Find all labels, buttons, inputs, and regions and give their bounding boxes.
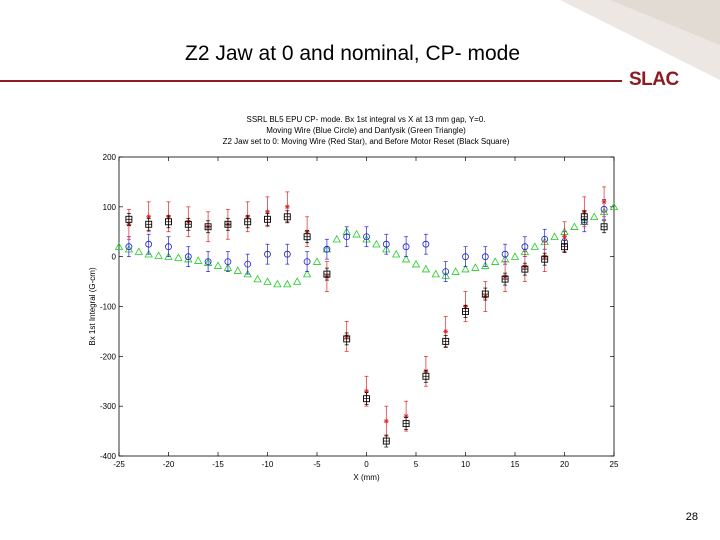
- chart-title-line: SSRL BL5 EPU CP- mode. Bx 1st integral v…: [247, 115, 486, 124]
- data-point-triangle: [302, 269, 312, 278]
- data-point-triangle: [263, 277, 272, 285]
- x-tick-label: 0: [364, 460, 369, 469]
- data-point-circle: [481, 253, 489, 261]
- data-point-triangle: [174, 253, 183, 261]
- x-tick-label: -10: [262, 460, 274, 469]
- data-point-triangle: [461, 264, 470, 273]
- data-point-star: [562, 234, 567, 239]
- data-point-triangle: [421, 264, 431, 273]
- corner-decoration: [560, 0, 720, 80]
- y-axis-label: Bx 1st Integral (G-cm): [88, 267, 97, 346]
- data-point-circle: [363, 233, 370, 241]
- data-point-triangle: [352, 229, 361, 238]
- x-tick-label: 15: [511, 460, 520, 469]
- data-point-circle: [442, 268, 450, 276]
- title-divider: [0, 80, 622, 82]
- y-tick-label: 0: [112, 253, 117, 262]
- chart-title-line: Moving Wire (Blue Circle) and Danfysik (…: [266, 126, 466, 135]
- data-point-triangle: [332, 234, 341, 243]
- data-point-triangle: [401, 254, 411, 263]
- plot-frame: [118, 156, 615, 457]
- x-tick-label: 5: [414, 460, 419, 469]
- data-point-circle: [125, 243, 133, 251]
- x-tick-label: 25: [610, 460, 619, 469]
- data-point-star: [443, 329, 448, 334]
- data-point-circle: [204, 258, 212, 266]
- data-point-circle: [521, 243, 529, 251]
- y-tick-label: -100: [100, 303, 117, 312]
- y-tick-label: 200: [103, 153, 117, 162]
- y-tick-label: -400: [100, 452, 117, 461]
- y-tick-label: 100: [103, 203, 117, 212]
- data-point-star: [384, 419, 389, 424]
- data-point-circle: [343, 233, 351, 241]
- data-point-circle: [165, 243, 172, 251]
- data-point-triangle: [609, 202, 619, 211]
- data-point-triangle: [213, 261, 223, 269]
- data-point-triangle: [283, 279, 292, 288]
- data-point-triangle: [233, 266, 242, 274]
- page-number: 28: [685, 511, 698, 523]
- data-point-triangle: [481, 261, 490, 269]
- data-point-triangle: [253, 274, 262, 283]
- data-point-triangle: [570, 222, 579, 230]
- x-tick-label: 10: [461, 460, 470, 469]
- data-point-triangle: [154, 251, 163, 259]
- data-point-circle: [303, 258, 311, 266]
- data-point-circle: [283, 250, 291, 258]
- data-point-triangle: [273, 279, 282, 288]
- data-point-circle: [184, 253, 192, 261]
- data-point-triangle: [114, 242, 124, 250]
- x-tick-label: 20: [560, 460, 569, 469]
- x-axis-label: X (mm): [353, 473, 380, 482]
- data-point-triangle: [590, 212, 599, 221]
- y-tick-label: -200: [100, 352, 117, 361]
- slac-logo: SLAC: [629, 69, 679, 90]
- data-point-triangle: [372, 239, 381, 248]
- data-point-triangle: [451, 267, 460, 275]
- data-point-star: [285, 204, 290, 209]
- data-point-circle: [244, 260, 252, 268]
- data-point-circle: [402, 243, 410, 251]
- data-point-star: [602, 199, 607, 204]
- data-point-circle: [422, 240, 430, 248]
- series-black-square: [125, 210, 608, 448]
- data-point-triangle: [293, 277, 302, 285]
- data-point-triangle: [194, 256, 203, 264]
- series-blue-circle: [125, 199, 608, 282]
- data-point-triangle: [530, 242, 539, 250]
- data-point-circle: [382, 240, 390, 248]
- data-point-triangle: [392, 249, 401, 258]
- chart-title-line: Z2 Jaw set to 0: Moving Wire (Red Star),…: [223, 137, 510, 146]
- x-tick-label: -20: [163, 460, 175, 469]
- y-tick-label: -300: [100, 402, 117, 411]
- x-tick-label: -5: [313, 460, 321, 469]
- data-point-circle: [462, 253, 469, 261]
- slide-title: Z2 Jaw at 0 and nominal, CP- mode: [185, 42, 520, 65]
- data-point-triangle: [411, 259, 421, 268]
- data-point-triangle: [134, 247, 143, 255]
- data-point-triangle: [431, 269, 440, 278]
- data-point-triangle: [510, 252, 520, 260]
- x-tick-label: -15: [212, 460, 224, 469]
- data-point-triangle: [491, 257, 500, 265]
- data-point-circle: [145, 240, 153, 248]
- x-tick-label: -25: [113, 460, 125, 469]
- data-point-triangle: [550, 232, 559, 240]
- data-point-triangle: [312, 257, 322, 265]
- data-point-circle: [501, 250, 509, 258]
- data-point-triangle: [471, 263, 480, 271]
- data-point-circle: [323, 245, 331, 253]
- data-point-circle: [264, 250, 271, 258]
- data-point-circle: [224, 258, 232, 266]
